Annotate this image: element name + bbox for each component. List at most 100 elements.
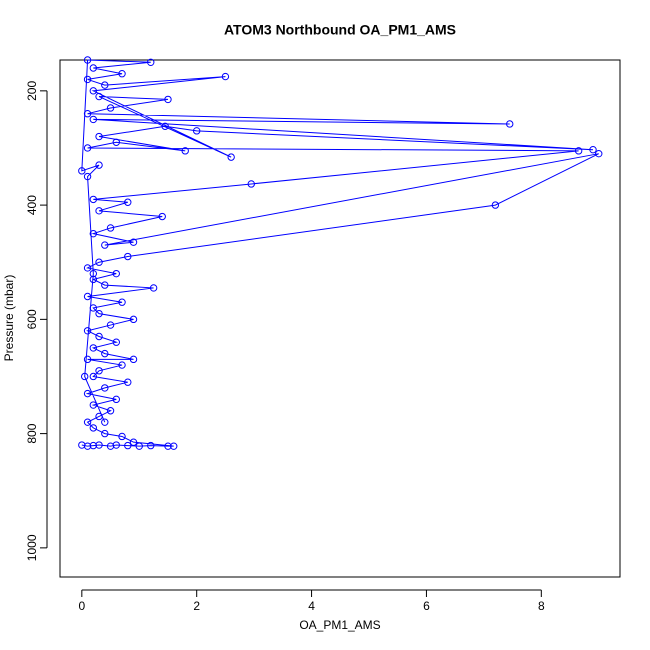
point xyxy=(101,349,109,358)
point xyxy=(106,321,115,329)
point xyxy=(83,355,92,364)
point xyxy=(95,332,103,341)
point xyxy=(83,109,92,118)
point xyxy=(83,418,92,426)
point xyxy=(147,441,155,450)
y-tick-label: 800 xyxy=(25,423,39,443)
point xyxy=(170,442,178,450)
chart-title: ATOM3 Northbound OA_PM1_AMS xyxy=(224,22,456,38)
point xyxy=(124,441,132,450)
point xyxy=(158,212,166,221)
plot-frame xyxy=(59,59,621,578)
point xyxy=(118,70,126,78)
point xyxy=(147,58,155,66)
point xyxy=(89,195,98,204)
point xyxy=(95,161,103,169)
point xyxy=(164,95,172,104)
point xyxy=(95,258,103,266)
x-axis-label: OA_PM1_AMS xyxy=(299,618,380,632)
point xyxy=(247,180,255,188)
point xyxy=(95,441,103,449)
point xyxy=(124,252,132,261)
point xyxy=(118,361,126,369)
point xyxy=(89,269,98,278)
point xyxy=(89,441,98,450)
point xyxy=(89,401,98,409)
point xyxy=(135,442,143,450)
point xyxy=(89,229,98,238)
point xyxy=(101,81,109,89)
point xyxy=(192,127,201,135)
y-tick-label: 600 xyxy=(25,309,39,329)
point xyxy=(89,275,98,284)
point xyxy=(164,442,172,450)
point xyxy=(149,284,158,292)
point xyxy=(595,149,603,158)
point xyxy=(80,372,89,381)
point xyxy=(129,238,138,246)
point xyxy=(112,441,120,449)
point xyxy=(124,378,132,386)
point xyxy=(89,424,98,432)
point xyxy=(95,92,103,101)
point xyxy=(112,138,120,146)
point xyxy=(106,104,115,112)
point xyxy=(83,327,92,335)
point xyxy=(89,64,98,72)
point xyxy=(506,120,514,128)
point xyxy=(106,407,115,415)
point xyxy=(89,87,98,95)
point xyxy=(83,56,92,64)
x-tick-label: 0 xyxy=(78,599,85,613)
point xyxy=(118,298,126,306)
point xyxy=(574,147,583,155)
point xyxy=(589,145,597,154)
point xyxy=(129,315,138,324)
point xyxy=(101,418,109,426)
point xyxy=(101,281,109,289)
point xyxy=(181,147,189,155)
point xyxy=(83,172,92,181)
y-tick-label: 1000 xyxy=(25,534,39,561)
y-axis-label: Pressure (mbar) xyxy=(2,275,16,362)
y-tick-label: 400 xyxy=(25,195,39,215)
point xyxy=(124,198,132,206)
point xyxy=(227,153,235,161)
point xyxy=(129,355,138,364)
point xyxy=(89,372,98,381)
point xyxy=(83,144,92,152)
point xyxy=(95,207,103,215)
x-tick-label: 6 xyxy=(423,599,430,613)
point xyxy=(101,384,109,392)
series-line xyxy=(81,59,599,447)
y-tick-label: 200 xyxy=(25,81,39,101)
point xyxy=(101,241,109,249)
point xyxy=(83,75,92,84)
point xyxy=(95,367,103,375)
x-tick-label: 8 xyxy=(538,599,545,613)
point xyxy=(221,72,230,81)
point xyxy=(112,338,120,346)
point xyxy=(112,395,120,404)
point xyxy=(83,264,92,272)
point xyxy=(89,115,98,124)
point xyxy=(89,304,98,312)
point xyxy=(112,269,120,278)
point xyxy=(83,442,92,450)
point xyxy=(118,432,126,441)
point xyxy=(89,344,98,352)
point xyxy=(129,438,138,446)
point xyxy=(83,389,92,398)
point xyxy=(95,132,103,141)
point xyxy=(95,309,103,318)
point xyxy=(95,412,103,421)
point xyxy=(161,122,169,130)
point xyxy=(78,167,86,175)
point xyxy=(83,292,92,301)
point xyxy=(106,224,115,232)
point xyxy=(101,429,109,438)
point xyxy=(491,201,500,209)
x-tick-label: 4 xyxy=(308,599,315,613)
x-tick-label: 2 xyxy=(193,599,200,613)
